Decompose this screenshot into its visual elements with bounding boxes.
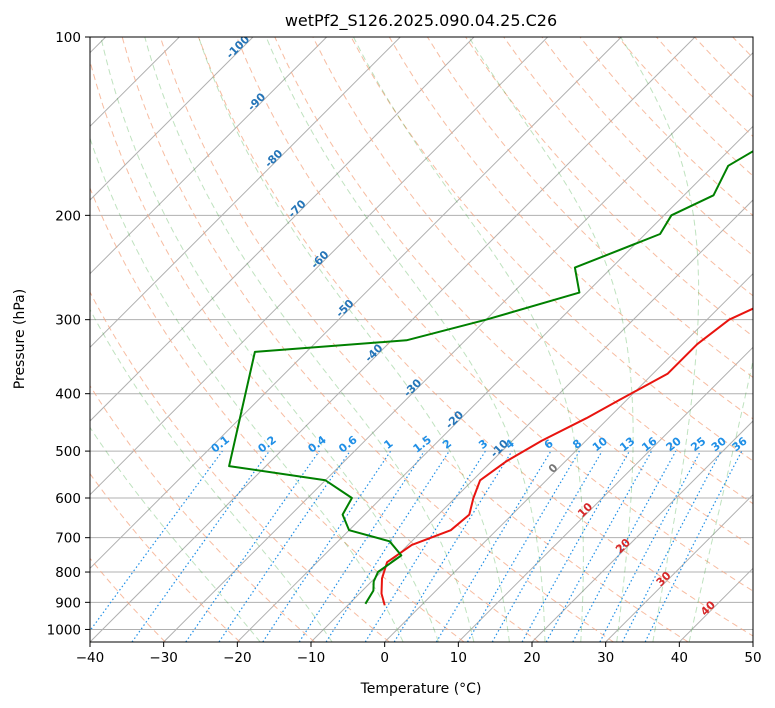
mixing-ratio-line — [131, 450, 270, 642]
y-tick-label: 1000 — [47, 622, 81, 638]
y-tick-label: 600 — [55, 491, 81, 507]
dry-adiabat — [90, 384, 316, 642]
y-tick-label: 800 — [55, 565, 81, 581]
mixing-ratio-lines — [90, 450, 743, 642]
plot-frame — [89, 36, 754, 643]
x-tick-label: 0 — [380, 650, 389, 666]
dry-adiabat — [465, 37, 753, 338]
moist-adiabat — [90, 426, 261, 642]
moist-adiabat — [620, 37, 700, 642]
y-tick-label: 300 — [55, 313, 81, 329]
chart-title: wetPf2_S126.2025.090.04.25.C26 — [285, 11, 557, 31]
moist-adiabat — [265, 37, 546, 642]
dry-adiabat — [274, 37, 753, 548]
dry-adiabat — [388, 37, 753, 420]
dewpoint-profile-line — [228, 150, 753, 605]
mixing-ratio-line — [572, 450, 677, 642]
x-tick-label: 40 — [671, 650, 688, 666]
moist-adiabat — [90, 136, 404, 642]
x-tick-label: −20 — [223, 650, 252, 666]
axes: −40 −30 −20 −10 0 10 20 30 40 50 1000 900 800 700 600 5… — [47, 30, 762, 666]
y-tick-label: 200 — [55, 208, 81, 224]
y-axis-label: Pressure (hPa) — [12, 289, 28, 389]
dry-adiabat — [503, 37, 753, 297]
x-tick-label: −10 — [297, 650, 326, 666]
isotherm-line — [90, 37, 401, 349]
y-tick-label: 900 — [55, 595, 81, 611]
isotherm-line — [310, 199, 753, 642]
y-tick-label: 400 — [55, 387, 81, 403]
moist-adiabat — [100, 37, 439, 642]
dry-adiabat — [90, 472, 241, 642]
mixing-ratio-line — [90, 450, 223, 632]
isotherm-line — [531, 420, 753, 642]
moist-adiabat — [198, 37, 510, 642]
mixing-ratio-line — [262, 450, 392, 642]
x-tick-label: 10 — [450, 650, 467, 666]
dry-adiabat — [90, 291, 390, 642]
isotherm-line — [163, 51, 753, 642]
moist-adiabat — [688, 358, 753, 642]
x-tick-label: 50 — [744, 650, 761, 666]
dry-adiabat — [312, 37, 753, 505]
x-axis-label: Temperature (°C) — [360, 681, 482, 697]
mixing-ratio-line — [545, 450, 653, 642]
isotherm-line — [90, 37, 549, 496]
mixing-ratio-line — [218, 450, 351, 642]
isotherm-line — [384, 272, 753, 642]
y-tick-label: 100 — [55, 30, 81, 46]
moist-adiabat — [90, 308, 333, 642]
moist-adiabat — [144, 37, 475, 642]
dry-adiabat — [90, 186, 465, 642]
x-tick-label: 20 — [523, 650, 540, 666]
x-tick-label: 30 — [597, 650, 614, 666]
y-tick-label: 700 — [55, 531, 81, 547]
dry-adiabat — [90, 59, 540, 642]
dry-adiabat — [426, 37, 753, 378]
dry-adiabat — [121, 37, 614, 642]
mixing-ratio-line — [298, 450, 425, 642]
isotherm-line — [457, 346, 753, 642]
mixing-ratio-line — [644, 450, 743, 642]
dry-adiabat — [350, 37, 753, 462]
isotherm-line — [236, 125, 753, 642]
isotherm-line — [90, 37, 696, 642]
x-tick-label: −30 — [149, 650, 178, 666]
y-tick-label: 500 — [55, 444, 81, 460]
mixing-ratio-line — [185, 450, 320, 642]
pressure-grid — [90, 37, 753, 630]
isotherm-line — [90, 37, 254, 201]
dry-adiabat — [198, 37, 753, 637]
isotherm-line — [90, 37, 328, 275]
moist-adiabat — [353, 37, 584, 642]
isotherm-line — [605, 493, 753, 642]
moist-adiabats — [90, 37, 753, 642]
isotherm-line — [90, 37, 475, 422]
mixing-ratio-line — [521, 450, 631, 642]
temperature-profile-line — [380, 307, 753, 606]
skewed-isotherms — [90, 37, 753, 642]
mixing-ratio-line — [325, 450, 450, 642]
x-tick-label: −40 — [76, 650, 105, 666]
dry-adiabat — [236, 37, 753, 592]
isotherm-line — [90, 37, 622, 570]
profile-series — [228, 150, 753, 606]
mixing-ratio-line — [393, 450, 513, 642]
